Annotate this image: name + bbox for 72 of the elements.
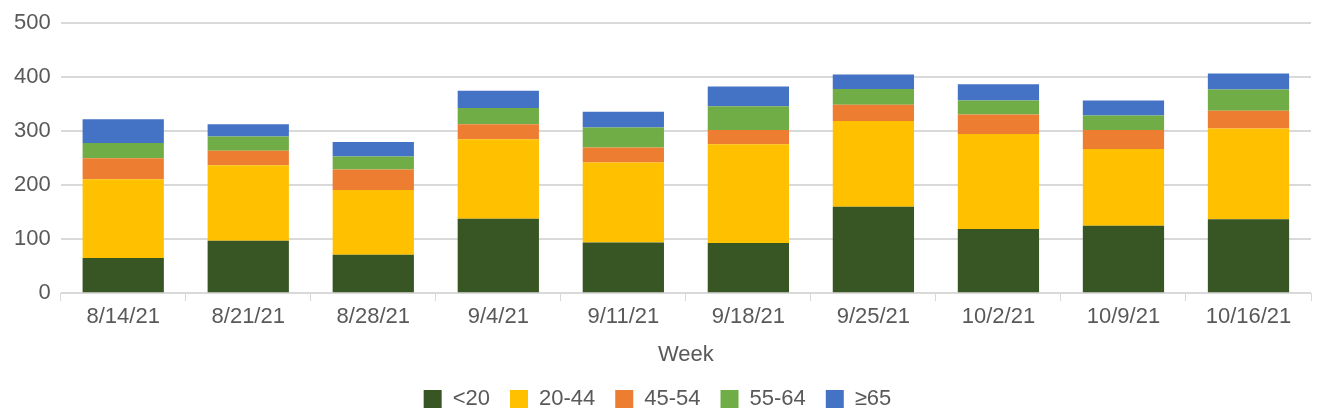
bar (1082, 100, 1165, 116)
y-tick-label: 0 (38, 279, 51, 305)
bar (957, 84, 1040, 101)
bar (1082, 225, 1165, 293)
bar (707, 144, 789, 243)
x-tick-label: 9/11/21 (587, 303, 660, 329)
bar (332, 156, 414, 170)
bar (582, 242, 664, 293)
bar (832, 120, 915, 207)
bar (82, 179, 164, 259)
bar (957, 228, 1040, 293)
bar (957, 114, 1040, 134)
x-tick-label: 8/21/21 (211, 303, 285, 329)
bar (832, 89, 915, 105)
x-tick-label: 9/18/21 (711, 303, 786, 329)
bar (207, 150, 289, 166)
y-tick-label: 500 (13, 9, 51, 35)
bar (82, 258, 164, 293)
legend-label: <20 (452, 385, 490, 411)
x-tick-label: 10/16/21 (1205, 303, 1292, 329)
bar (457, 139, 539, 219)
bar (82, 158, 164, 180)
bar (582, 162, 664, 243)
x-tick-label: 8/14/21 (86, 303, 160, 329)
bar (332, 142, 414, 157)
bar (957, 133, 1040, 229)
x-tick-label: 9/25/21 (836, 303, 911, 329)
bar (832, 74, 915, 90)
bar (582, 147, 664, 163)
bar (1082, 115, 1165, 131)
bar (1207, 89, 1290, 111)
bar (457, 218, 539, 293)
bar (457, 107, 539, 125)
bar (1207, 219, 1290, 293)
bar (832, 206, 915, 293)
y-tick-label: 300 (13, 117, 51, 143)
x-tick-label: 8/28/21 (336, 303, 410, 329)
x-axis-title: Week (657, 340, 715, 366)
bar (207, 165, 289, 241)
legend-label: 55-64 (749, 385, 806, 411)
legend-label: ≥65 (854, 385, 892, 411)
bar (707, 242, 789, 293)
bar (582, 111, 664, 128)
legend-label: 20-44 (538, 385, 596, 411)
bar (457, 124, 539, 140)
y-tick-label: 400 (13, 63, 51, 89)
bar (707, 86, 789, 107)
bar (207, 136, 289, 151)
x-tick-label: 10/9/21 (1086, 303, 1161, 329)
y-tick-label: 100 (13, 225, 51, 251)
bar (582, 127, 664, 148)
bar (1082, 149, 1165, 226)
bar (82, 119, 164, 144)
bar (707, 130, 789, 145)
bar (82, 143, 164, 159)
bar (1207, 73, 1290, 90)
y-tick-label: 200 (13, 171, 51, 197)
bar (1207, 128, 1290, 220)
bar (457, 90, 539, 108)
bar (832, 104, 915, 121)
bar (332, 254, 414, 293)
bar (207, 124, 289, 137)
legend-label: 45-54 (644, 385, 701, 411)
bar (332, 169, 414, 191)
bar (957, 100, 1040, 115)
bar (207, 240, 289, 293)
x-tick-label: 9/4/21 (467, 303, 529, 329)
bar (1207, 110, 1290, 129)
x-tick-label: 10/2/21 (961, 303, 1036, 329)
bar (707, 106, 789, 131)
bar (332, 190, 414, 255)
bar (1082, 130, 1165, 150)
